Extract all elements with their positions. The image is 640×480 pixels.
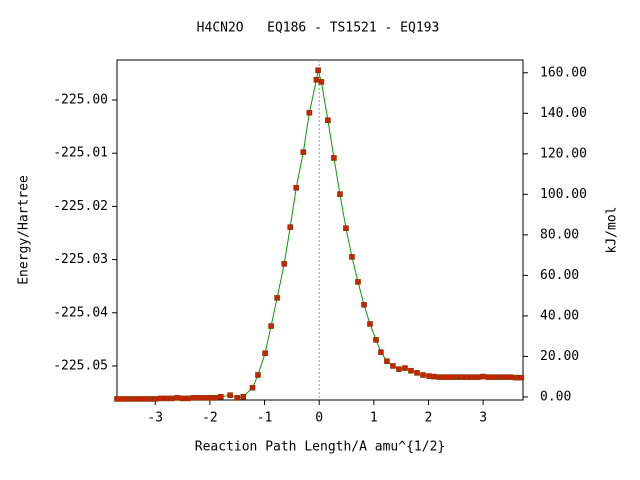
point-marker — [463, 374, 470, 380]
point-marker — [349, 254, 355, 260]
point-marker — [300, 149, 307, 155]
point-marker — [420, 372, 426, 378]
point-marker — [136, 396, 142, 402]
y-tick-label: -225.01 — [53, 146, 108, 161]
point-marker — [287, 224, 294, 230]
x-tick-label: 0 — [315, 411, 323, 426]
point-marker — [507, 374, 514, 380]
point-marker — [157, 395, 164, 402]
point-marker — [114, 396, 120, 402]
x-tick-label: 2 — [425, 411, 433, 426]
point-marker — [402, 365, 408, 371]
point-marker — [293, 184, 300, 191]
point-marker — [174, 395, 180, 401]
point-marker — [190, 395, 197, 401]
point-marker — [313, 76, 320, 83]
x-axis-label: Reaction Path Length/A amu^{1/2} — [195, 440, 445, 455]
point-marker — [390, 363, 396, 369]
point-marker — [274, 295, 280, 301]
y2-tick-label: 20.00 — [540, 349, 579, 364]
y2-tick-label: 160.00 — [540, 65, 587, 80]
point-marker — [384, 358, 390, 364]
point-marker — [480, 373, 486, 380]
y-tick-label: -225.00 — [53, 93, 108, 108]
point-marker — [268, 323, 274, 329]
point-marker — [262, 350, 268, 356]
point-marker — [125, 396, 131, 402]
point-marker — [474, 374, 481, 380]
point-marker — [255, 372, 261, 378]
point-marker — [196, 395, 202, 401]
x-tick-label: -3 — [147, 411, 163, 426]
y2-tick-label: 140.00 — [540, 106, 587, 121]
point-marker — [168, 395, 175, 402]
y2-tick-label: 60.00 — [540, 268, 579, 283]
x-tick-label: -1 — [257, 411, 273, 426]
point-marker — [207, 395, 213, 401]
x-tick-label: 3 — [479, 411, 487, 426]
point-marker — [485, 374, 492, 380]
point-marker — [518, 374, 525, 381]
y2-tick-label: 40.00 — [540, 308, 579, 323]
point-marker — [426, 373, 432, 379]
point-marker — [227, 392, 233, 399]
point-marker — [306, 109, 313, 116]
y-tick-label: -225.03 — [53, 252, 108, 267]
point-marker — [491, 374, 497, 380]
y2-tick-label: 0.00 — [540, 389, 571, 404]
point-marker — [496, 374, 503, 380]
y-axis-label: Energy/Hartree — [17, 175, 32, 285]
point-marker — [249, 384, 256, 391]
point-marker — [396, 366, 402, 372]
point-marker — [119, 396, 126, 402]
point-marker — [185, 395, 191, 402]
point-marker — [355, 279, 361, 285]
point-marker — [513, 374, 519, 381]
y-tick-label: -225.02 — [53, 199, 108, 214]
point-marker — [163, 395, 169, 402]
y2-axis-label: kJ/mol — [605, 207, 620, 254]
point-marker — [343, 225, 349, 231]
point-marker — [212, 395, 219, 401]
point-marker — [130, 396, 137, 402]
point-marker — [141, 396, 148, 402]
point-marker — [436, 374, 443, 380]
point-marker — [337, 191, 343, 197]
y2-tick-label: 80.00 — [540, 227, 579, 242]
point-marker — [452, 374, 459, 380]
point-marker — [378, 349, 384, 355]
y2-tick-label: 120.00 — [540, 146, 587, 161]
point-marker — [431, 373, 437, 380]
point-marker — [373, 337, 379, 343]
point-marker — [325, 117, 331, 124]
point-marker — [367, 321, 373, 327]
point-marker — [502, 374, 508, 380]
y-tick-label: -225.05 — [53, 358, 108, 373]
point-marker — [447, 374, 454, 380]
point-marker — [442, 374, 448, 380]
plot-frame — [116, 59, 524, 401]
point-marker — [146, 396, 153, 402]
point-marker — [218, 394, 224, 400]
y2-tick-label: 100.00 — [540, 187, 587, 202]
point-marker — [240, 394, 247, 400]
point-marker — [315, 67, 321, 74]
point-marker — [234, 395, 241, 401]
x-tick-label: 1 — [370, 411, 378, 426]
point-marker — [469, 374, 475, 380]
point-marker — [361, 301, 367, 308]
point-marker — [414, 370, 420, 376]
point-marker — [458, 374, 465, 380]
chart-title: H4CN2O EQ186 - TS1521 - EQ193 — [197, 21, 440, 36]
point-marker — [201, 395, 208, 401]
point-marker — [179, 395, 186, 402]
point-marker — [152, 396, 159, 402]
point-marker — [408, 367, 414, 374]
point-marker — [331, 155, 337, 161]
point-marker — [318, 79, 325, 85]
y-tick-label: -225.04 — [53, 305, 108, 320]
x-tick-label: -2 — [202, 411, 218, 426]
point-marker — [281, 261, 288, 267]
